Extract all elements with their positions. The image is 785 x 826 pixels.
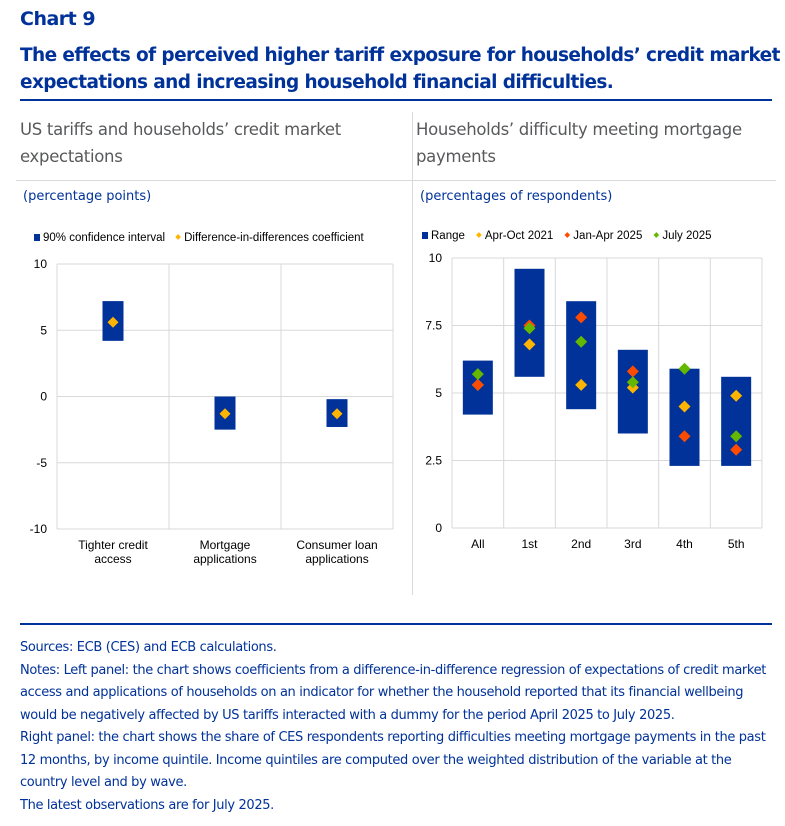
sources-note: Sources: ECB (CES) and ECB calculations. — [20, 640, 277, 655]
data-point-diamond — [575, 378, 588, 391]
x-tick-label-line: Tighter credit — [78, 538, 148, 552]
gridlines — [56, 263, 394, 530]
legend-label: Difference-in-differences coefficient — [184, 232, 364, 244]
legend-item: 90% confidence interval — [34, 232, 165, 244]
title-divider — [16, 180, 776, 181]
x-tick-label: 3rd — [624, 537, 641, 551]
x-tick-label-line: 5th — [728, 537, 745, 551]
notes-left-panel: Notes: Left panel: the chart shows coeff… — [20, 662, 767, 723]
bottom-rule — [20, 623, 772, 625]
data-point-diamond — [471, 368, 484, 381]
legend-swatch-diamond — [175, 234, 181, 240]
data-point-diamond — [219, 408, 231, 420]
x-tick-label: All — [471, 537, 484, 551]
gridlines — [451, 257, 763, 529]
x-tick-label: 2nd — [571, 537, 591, 551]
notes-latest: The latest observations are for July 202… — [20, 797, 274, 813]
x-tick-label: Mortgage applications — [193, 538, 256, 566]
left-unit-label: (percentage points) — [23, 189, 152, 204]
data-point-diamond — [107, 316, 119, 328]
x-tick-label-line: 3rd — [624, 537, 641, 551]
x-tick-label-line: 2nd — [571, 537, 591, 551]
data-point-diamond — [730, 443, 743, 456]
data-point-diamond — [678, 362, 691, 375]
range-bar — [669, 368, 700, 466]
y-tick-label: 0 — [435, 521, 442, 535]
data-point-diamond — [678, 400, 691, 413]
legend-swatch-square — [34, 234, 40, 241]
legend-item: Difference-in-differences coefficient — [175, 232, 365, 244]
legend-swatch-diamond — [653, 232, 660, 238]
data-point-diamond — [523, 338, 536, 351]
legend-label: July 2025 — [662, 230, 711, 242]
series-july-2025 — [471, 322, 743, 443]
x-tick-label-line: access — [94, 552, 131, 566]
data-point-diamond — [575, 335, 588, 348]
y-tick-label: 10 — [34, 257, 48, 271]
x-tick-label: 5th — [728, 537, 745, 551]
x-tick-label-line: 4th — [676, 537, 693, 551]
data-point-diamond — [626, 376, 639, 389]
x-tick-label: Tighter credit access — [78, 538, 148, 566]
y-tick-label: 10 — [429, 251, 443, 265]
y-tick-label: 5 — [435, 386, 442, 400]
legend-swatch-square — [422, 232, 428, 239]
legend: 90% confidence interval Difference-in-dif… — [34, 232, 365, 244]
legend-item: July 2025 — [653, 230, 712, 242]
legend-item: Range — [422, 230, 465, 242]
footnotes: Sources: ECB (CES) and ECB calculations.… — [20, 637, 780, 817]
y-tick-label: -5 — [36, 456, 47, 470]
legend: Range Apr-Oct 2021 Jan-Apr 2025 July 2025 — [422, 230, 712, 242]
legend-label: 90% confidence interval — [43, 232, 165, 244]
legend-label: Range — [431, 230, 465, 242]
data-point-diamond — [471, 378, 484, 391]
x-tick-label-line: All — [471, 537, 484, 551]
data-point-diamond — [730, 389, 743, 402]
y-tick-label: 5 — [40, 323, 47, 337]
y-tick-label: -10 — [30, 522, 48, 536]
right-unit-label: (percentages of respondents) — [420, 189, 613, 204]
chart-title: The effects of perceived higher tariff e… — [20, 45, 780, 93]
x-tick-label-line: Mortgage — [200, 538, 251, 552]
y-tick-label: 7.5 — [425, 319, 442, 333]
legend-label: Apr-Oct 2021 — [485, 230, 553, 242]
x-tick-label-line: Consumer loan — [296, 538, 377, 552]
x-tick-label-line: applications — [305, 552, 368, 566]
data-point-diamond — [331, 408, 343, 420]
legend-item: Apr-Oct 2021 — [476, 230, 553, 242]
legend-label: Jan-Apr 2025 — [573, 230, 642, 242]
panel-divider — [412, 112, 413, 595]
legend-item: Jan-Apr 2025 — [564, 230, 642, 242]
data-point-diamond — [678, 430, 691, 443]
y-tick-label: 2.5 — [425, 454, 442, 468]
x-tick-label: 1st — [521, 537, 538, 551]
series-difference-in-differences-coefficient — [107, 316, 343, 420]
left-panel-title: US tariffs and households’ credit market… — [20, 120, 341, 166]
y-tick-label: 0 — [40, 390, 47, 404]
right-panel-title: Households’ difficulty meeting mortgage … — [416, 120, 742, 166]
data-point-diamond — [626, 365, 639, 378]
legend-swatch-diamond — [564, 232, 571, 238]
right-chart: Range Apr-Oct 2021 Jan-Apr 2025 July 2025 10… — [422, 230, 763, 551]
x-tick-label: 4th — [676, 537, 693, 551]
notes-right-panel: Right panel: the chart shows the share o… — [20, 730, 766, 790]
x-tick-label-line: applications — [193, 552, 256, 566]
left-chart: 90% confidence interval Difference-in-dif… — [30, 232, 394, 566]
data-point-diamond — [523, 322, 536, 335]
x-tick-label: Consumer loan applications — [296, 538, 377, 566]
data-point-diamond — [730, 430, 743, 443]
data-point-diamond — [575, 311, 588, 324]
legend-swatch-diamond — [476, 232, 482, 238]
top-rule — [20, 99, 772, 101]
chart-number: Chart 9 — [20, 8, 96, 30]
x-tick-label-line: 1st — [521, 537, 538, 551]
